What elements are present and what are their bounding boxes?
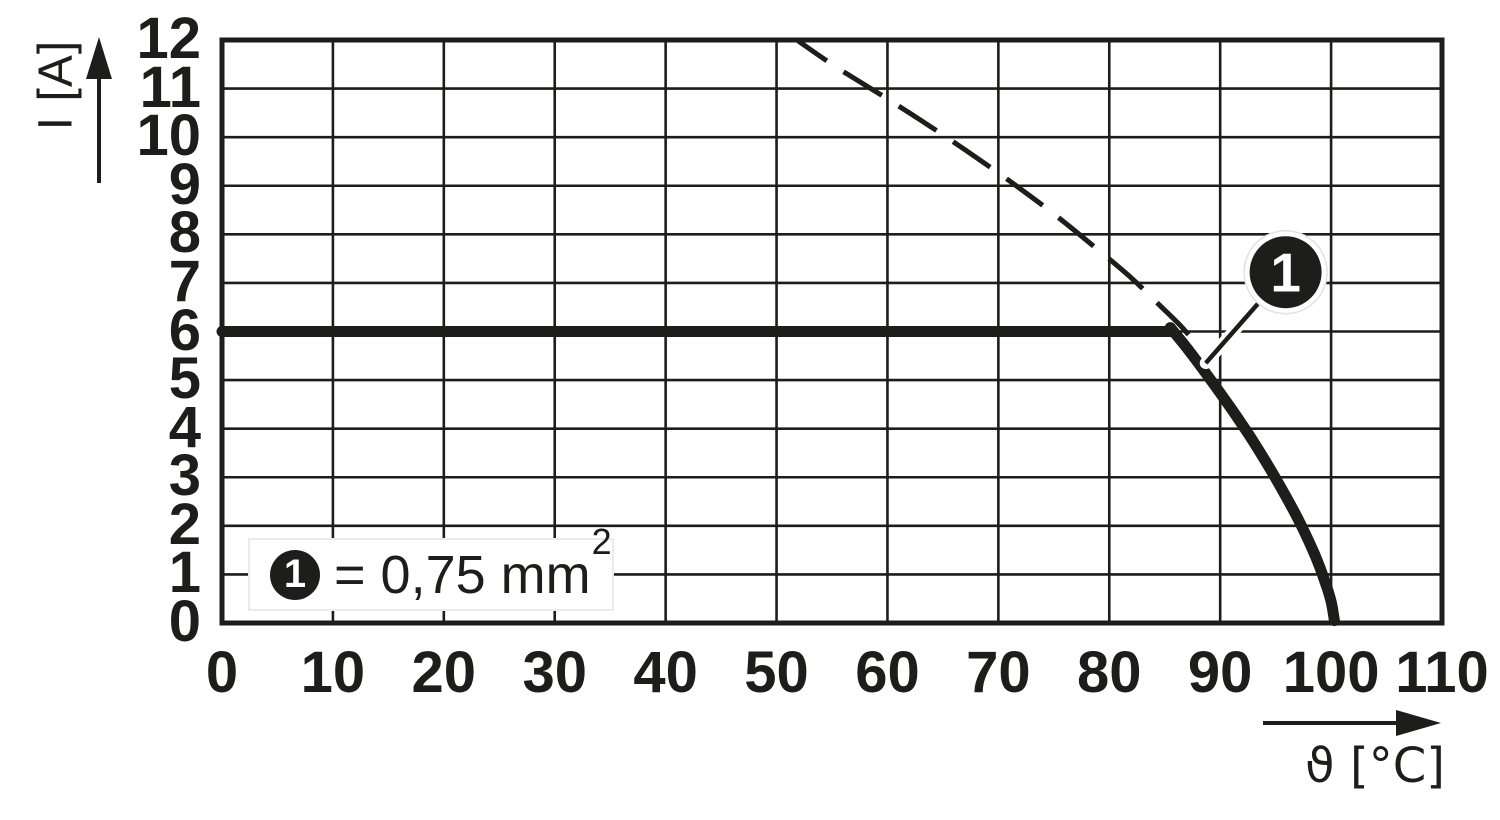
x-tick-label-80: 80 [1077, 640, 1142, 705]
x-tick-label-40: 40 [633, 640, 698, 705]
x-tick-label-90: 90 [1187, 640, 1253, 705]
series-derating-curve-extrapolated [791, 39, 1200, 348]
x-tick-label-100: 100 [1282, 640, 1380, 705]
y-tick-label-7: 7 [168, 248, 201, 314]
series-derating-curve-solid [1164, 322, 1340, 627]
y-tick-label-10: 10 [136, 102, 201, 168]
x-axis-title: ϑ [°C] [1305, 738, 1445, 794]
legend-label: = 0,75 mm2 [334, 523, 612, 605]
y-tick-label-2: 2 [168, 491, 201, 557]
x-tick-label-50: 50 [744, 640, 809, 705]
x-tick-label-60: 60 [855, 640, 920, 705]
y-tick-label-9: 9 [168, 151, 201, 217]
x-tick-label-20: 20 [411, 640, 477, 705]
y-tick-label-6: 6 [168, 297, 201, 363]
legend-exponent: 2 [591, 520, 612, 562]
y-tick-label-8: 8 [168, 200, 201, 266]
x-tick-label-10: 10 [300, 640, 366, 705]
x-axis-arrow-head [1396, 710, 1441, 736]
x-tick-label-110: 110 [1395, 640, 1489, 705]
y-tick-label-4: 4 [168, 394, 201, 460]
callout-number: 1 [1270, 242, 1301, 304]
y-axis-arrow-head [86, 37, 112, 79]
x-tick-label-0: 0 [205, 640, 239, 705]
x-tick-label-30: 30 [522, 640, 587, 705]
legend-marker-number: 1 [283, 552, 307, 596]
y-tick-label-3: 3 [168, 443, 201, 509]
y-tick-label-1: 1 [168, 540, 201, 606]
y-axis-title: I [A] [29, 39, 83, 131]
y-tick-label-12: 12 [136, 5, 201, 71]
y-tick-label-11: 11 [139, 54, 201, 120]
legend-box: 1 = 0,75 mm2 [248, 523, 614, 611]
y-tick-label-0: 0 [168, 588, 201, 654]
callout-circle [1249, 236, 1322, 309]
x-tick-label-70: 70 [966, 640, 1031, 705]
legend-marker-circle: 1 [270, 549, 320, 600]
y-tick-label-5: 5 [168, 345, 201, 411]
callout-leader-line [1204, 300, 1262, 365]
legend-value: = 0,75 mm [334, 544, 591, 605]
